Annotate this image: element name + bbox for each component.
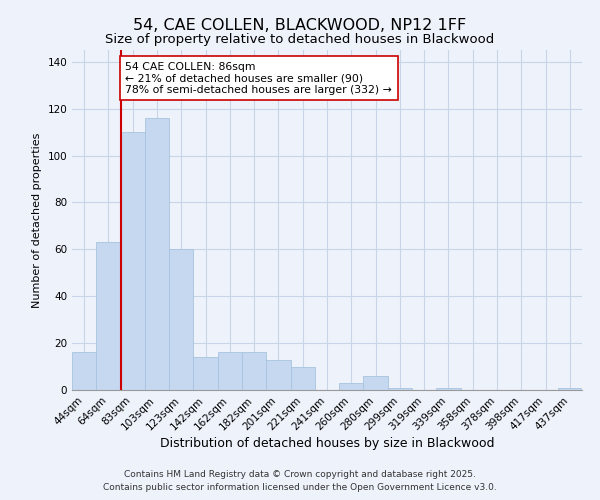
Text: 54, CAE COLLEN, BLACKWOOD, NP12 1FF: 54, CAE COLLEN, BLACKWOOD, NP12 1FF	[133, 18, 467, 32]
Bar	[242, 352, 266, 390]
Text: 54 CAE COLLEN: 86sqm
← 21% of detached houses are smaller (90)
78% of semi-detac: 54 CAE COLLEN: 86sqm ← 21% of detached h…	[125, 62, 392, 95]
Text: Size of property relative to detached houses in Blackwood: Size of property relative to detached ho…	[106, 32, 494, 46]
Bar	[388, 388, 412, 390]
Bar	[121, 132, 145, 390]
Bar	[145, 118, 169, 390]
Bar	[339, 383, 364, 390]
Bar	[364, 376, 388, 390]
Bar	[436, 388, 461, 390]
Text: Contains HM Land Registry data © Crown copyright and database right 2025.
Contai: Contains HM Land Registry data © Crown c…	[103, 470, 497, 492]
Bar	[266, 360, 290, 390]
Bar	[72, 352, 96, 390]
Bar	[96, 242, 121, 390]
Bar	[558, 388, 582, 390]
Bar	[290, 366, 315, 390]
X-axis label: Distribution of detached houses by size in Blackwood: Distribution of detached houses by size …	[160, 438, 494, 450]
Y-axis label: Number of detached properties: Number of detached properties	[32, 132, 42, 308]
Bar	[218, 352, 242, 390]
Bar	[169, 250, 193, 390]
Bar	[193, 357, 218, 390]
